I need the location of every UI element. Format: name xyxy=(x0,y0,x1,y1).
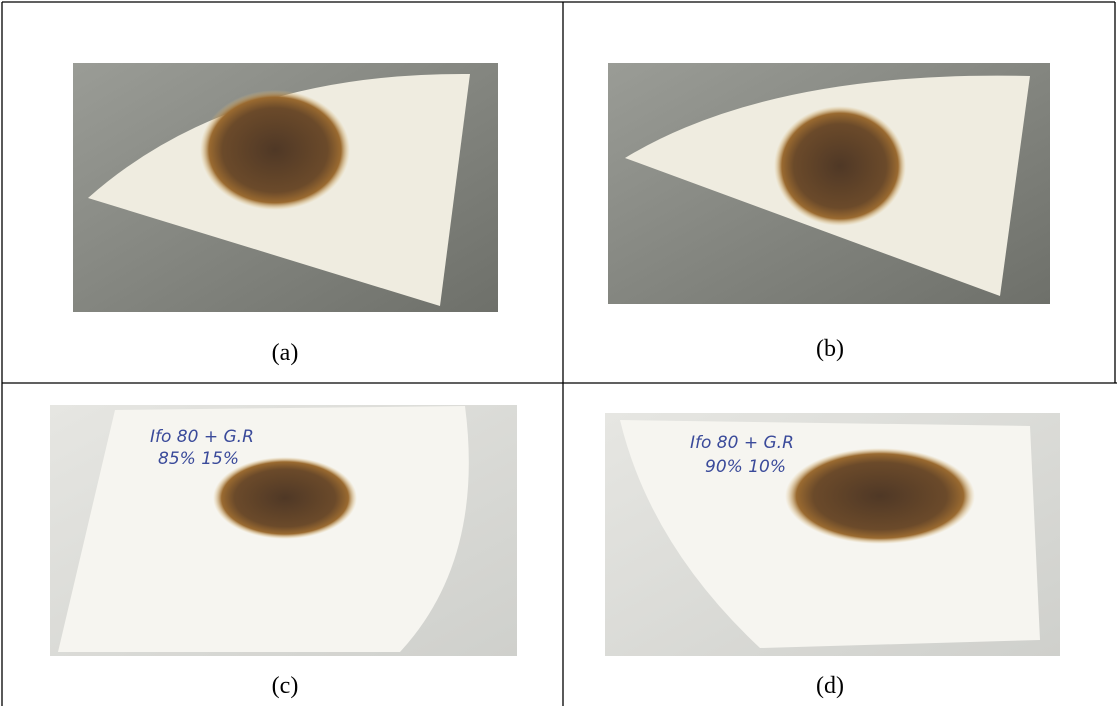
photo xyxy=(73,63,498,312)
handwriting: 90% 10% xyxy=(705,457,786,477)
handwriting: Ifo 80 + G.R xyxy=(150,427,254,447)
photo xyxy=(608,63,1050,304)
photo: Ifo 80 + G.R 85% 15% xyxy=(50,405,517,656)
handwriting: 85% 15% xyxy=(158,449,239,469)
caption: (d) xyxy=(816,673,844,699)
caption: (c) xyxy=(272,673,299,699)
caption: (b) xyxy=(816,336,844,362)
photo: Ifo 80 + G.R 90% 10% xyxy=(605,413,1060,656)
caption: (a) xyxy=(272,340,299,366)
handwriting: Ifo 80 + G.R xyxy=(690,433,794,453)
